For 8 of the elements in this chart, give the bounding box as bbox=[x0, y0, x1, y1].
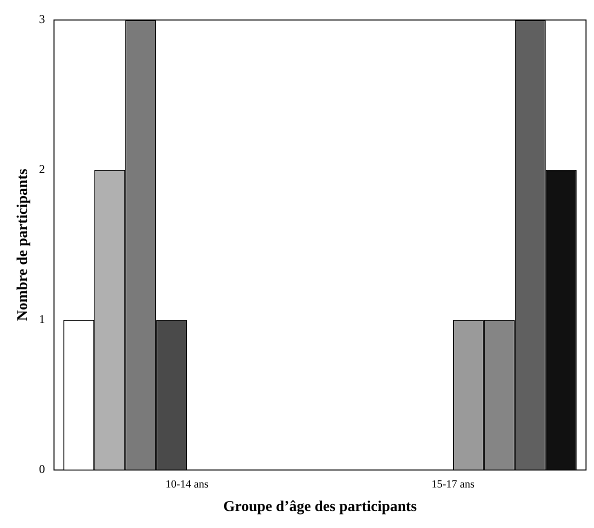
y-tick-label: 0 bbox=[39, 462, 45, 476]
y-tick-label: 3 bbox=[39, 12, 45, 26]
x-tick-label: 15-17 ans bbox=[431, 478, 475, 490]
y-tick-label: 1 bbox=[39, 312, 45, 326]
y-axis-title: Nombre de participants bbox=[14, 168, 31, 322]
y-tick-label: 2 bbox=[39, 162, 45, 176]
x-axis-title: Groupe d’âge des participants bbox=[223, 498, 417, 515]
x-tick-label: 10-14 ans bbox=[165, 478, 209, 490]
